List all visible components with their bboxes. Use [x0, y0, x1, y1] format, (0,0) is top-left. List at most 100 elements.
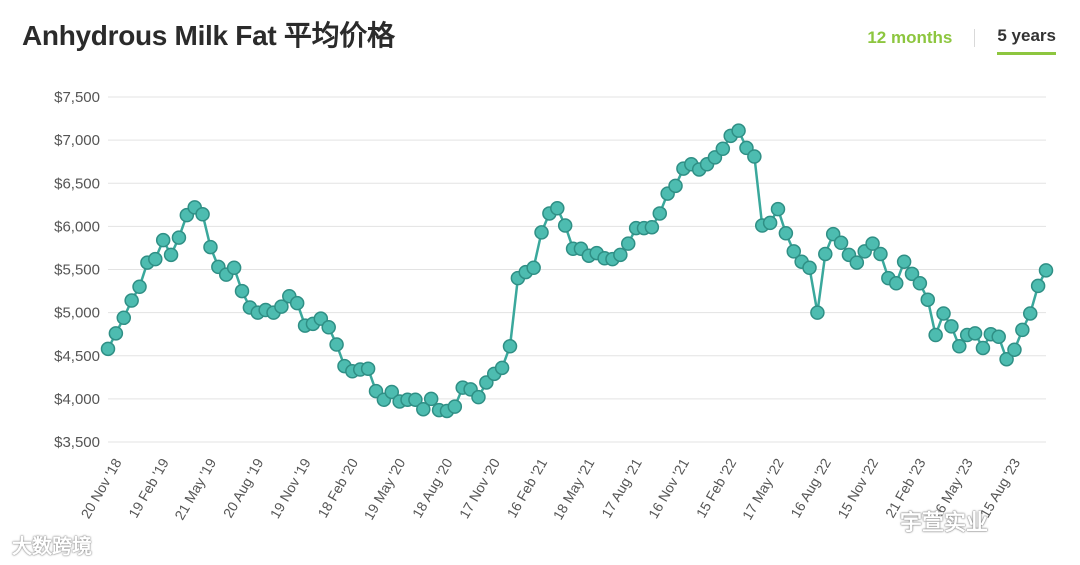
data-point[interactable]	[321, 320, 336, 335]
data-point[interactable]	[802, 260, 817, 276]
data-point[interactable]	[912, 276, 928, 291]
data-point[interactable]	[731, 123, 746, 138]
data-point[interactable]	[818, 246, 833, 262]
data-point[interactable]	[155, 232, 171, 248]
x-tick-label: 19 Nov '19	[267, 455, 314, 521]
y-tick-label: $5,000	[54, 305, 100, 322]
data-point[interactable]	[234, 283, 250, 299]
x-tick-label: 18 May '21	[550, 455, 598, 522]
data-point[interactable]	[550, 201, 565, 216]
x-axis-tick-labels: 20 Nov '18 19 Feb '19 21 May '19 20 Aug '19…	[77, 455, 1023, 522]
data-point[interactable]	[203, 239, 218, 255]
data-point[interactable]	[715, 141, 731, 156]
data-point[interactable]	[148, 251, 163, 267]
x-tick-label: 17 May '22	[739, 455, 787, 522]
data-point[interactable]	[833, 235, 849, 251]
data-point[interactable]	[652, 206, 668, 221]
series-line	[106, 129, 1048, 413]
data-point[interactable]	[668, 178, 683, 194]
y-tick-label: $4,000	[54, 391, 100, 408]
data-point[interactable]	[1030, 278, 1046, 294]
data-point[interactable]	[423, 391, 439, 407]
series-line-path	[106, 129, 1048, 413]
x-tick-label: 20 Aug '19	[220, 455, 267, 520]
x-tick-label: 20 Nov '18	[77, 455, 124, 521]
data-point[interactable]	[904, 266, 920, 282]
watermark-left: 大数跨境	[12, 536, 92, 558]
data-point[interactable]	[888, 276, 904, 291]
y-tick-label: $7,500	[54, 89, 100, 106]
data-point[interactable]	[557, 218, 573, 233]
data-point[interactable]	[991, 329, 1006, 345]
data-point[interactable]	[132, 279, 147, 294]
data-point[interactable]	[944, 319, 959, 334]
tab-12-months[interactable]: 12 months	[867, 27, 953, 47]
data-point[interactable]	[873, 246, 888, 262]
data-point[interactable]	[171, 230, 187, 245]
data-point[interactable]	[778, 226, 794, 241]
x-tick-label: 17 Nov '20	[456, 455, 503, 521]
data-point[interactable]	[124, 293, 139, 308]
data-point[interactable]	[849, 255, 865, 270]
data-point[interactable]	[274, 299, 289, 314]
x-tick-label: 16 Aug '22	[787, 455, 834, 520]
series-markers	[100, 123, 1054, 419]
tab-5-years[interactable]: 5 years	[997, 26, 1056, 55]
data-point[interactable]	[762, 215, 778, 231]
x-tick-label: 15 Feb '22	[693, 455, 740, 520]
data-point[interactable]	[967, 326, 983, 341]
data-point[interactable]	[952, 339, 967, 354]
data-point[interactable]	[195, 207, 210, 222]
data-point[interactable]	[163, 247, 179, 263]
y-tick-label: $6,000	[54, 218, 100, 235]
x-tick-label: 16 Nov '21	[645, 455, 692, 521]
data-point[interactable]	[1038, 263, 1054, 278]
data-point[interactable]	[936, 306, 951, 321]
data-point[interactable]	[408, 392, 423, 407]
data-point[interactable]	[896, 254, 912, 269]
data-point[interactable]	[108, 326, 124, 341]
tab-divider	[974, 28, 976, 47]
watermark-right: 宇萱实业	[900, 510, 989, 535]
data-point[interactable]	[747, 149, 762, 164]
data-point[interactable]	[786, 244, 802, 259]
data-point[interactable]	[100, 341, 116, 357]
data-point[interactable]	[920, 292, 936, 307]
data-point[interactable]	[447, 399, 463, 414]
data-point[interactable]	[360, 361, 376, 376]
y-tick-label: $6,500	[54, 175, 100, 192]
data-point[interactable]	[770, 201, 786, 217]
data-point[interactable]	[613, 247, 628, 263]
y-tick-label: $4,500	[54, 348, 100, 365]
page-title: Anhydrous Milk Fat 平均价格	[22, 20, 395, 51]
data-point[interactable]	[329, 337, 344, 352]
data-point[interactable]	[116, 310, 132, 326]
data-point[interactable]	[526, 260, 541, 276]
data-point[interactable]	[644, 219, 660, 235]
y-axis-tick-labels: $3,500 $4,000 $4,500 $5,000 $5,500 $6,000 $6,5…	[54, 89, 100, 451]
data-point[interactable]	[289, 295, 305, 311]
data-point[interactable]	[226, 260, 242, 276]
data-point[interactable]	[502, 339, 518, 354]
data-point[interactable]	[416, 401, 431, 417]
data-point[interactable]	[620, 236, 636, 251]
data-point[interactable]	[810, 305, 825, 320]
x-tick-label: 15 Nov '22	[834, 455, 881, 521]
data-point[interactable]	[999, 351, 1014, 367]
data-point[interactable]	[1007, 342, 1022, 357]
x-tick-label: 18 Aug '20	[409, 455, 456, 520]
data-point[interactable]	[928, 327, 943, 343]
data-point[interactable]	[1022, 306, 1038, 321]
data-point[interactable]	[471, 389, 486, 405]
y-tick-label: $3,500	[54, 434, 100, 451]
data-point[interactable]	[534, 225, 549, 240]
x-tick-label: 17 Aug '21	[598, 455, 645, 520]
y-tick-label: $7,000	[54, 132, 100, 149]
data-point[interactable]	[494, 360, 510, 376]
data-point[interactable]	[384, 384, 400, 400]
data-point[interactable]	[975, 340, 991, 356]
data-point[interactable]	[865, 236, 880, 251]
x-tick-label: 21 May '19	[171, 455, 219, 522]
data-point[interactable]	[1015, 322, 1030, 338]
